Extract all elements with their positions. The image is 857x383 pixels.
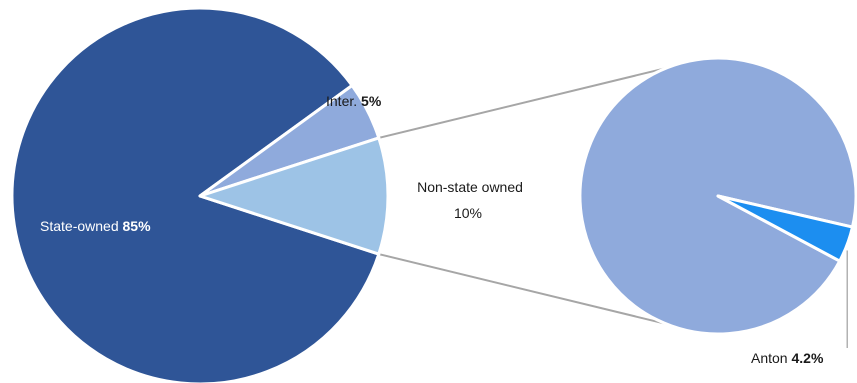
inter-label-value: 5% [361, 93, 382, 109]
inter-label-name: Inter. [326, 93, 357, 109]
connector-lines [378, 67, 667, 325]
inter-label: Inter. 5% [326, 93, 382, 109]
state-owned-label-name: State-owned [40, 218, 119, 234]
slice-state-owned [10, 6, 381, 383]
state-owned-label-value: 85% [123, 218, 152, 234]
state-owned-label: State-owned 85% [40, 218, 151, 234]
anton-label-name: Anton [751, 350, 788, 366]
non-state-owned-label-value: 10% [454, 205, 482, 221]
breakdown-pie [578, 56, 857, 336]
anton-label: Anton 4.2% [751, 350, 824, 366]
main-pie [10, 6, 390, 383]
non-state-owned-label-name: Non-state owned [417, 179, 523, 195]
connector-line-top [378, 67, 667, 139]
connector-line-bottom [378, 253, 667, 325]
slice-non-state-owned [198, 136, 390, 256]
anton-label-value: 4.2% [791, 350, 823, 366]
breakdown-slice-anton [716, 194, 854, 263]
